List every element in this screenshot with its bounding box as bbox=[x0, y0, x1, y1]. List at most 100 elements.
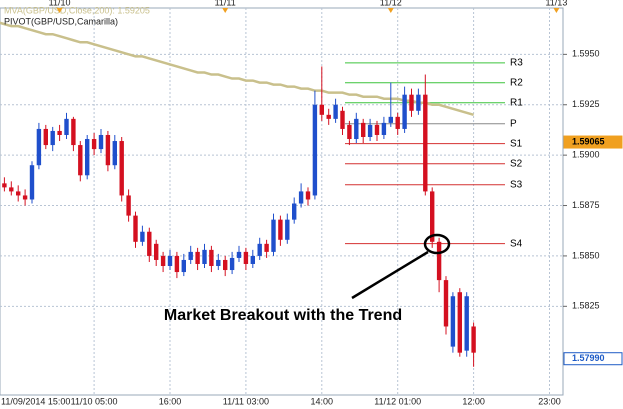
candle-body bbox=[91, 139, 97, 150]
pivot-label: R3 bbox=[510, 57, 523, 68]
candle-body bbox=[216, 259, 221, 266]
pivot-label: S2 bbox=[510, 158, 523, 169]
date-marker bbox=[553, 8, 560, 13]
candle-body bbox=[29, 165, 35, 200]
candle-body bbox=[409, 94, 414, 111]
candle-body bbox=[147, 231, 152, 256]
candle-body bbox=[140, 231, 145, 242]
candle-body bbox=[160, 255, 166, 266]
candle-body bbox=[264, 243, 269, 252]
candle-body bbox=[119, 141, 124, 196]
candle-body bbox=[443, 280, 449, 327]
plot bbox=[0, 8, 563, 395]
mva-line bbox=[0, 21, 474, 117]
candle-body bbox=[298, 191, 304, 204]
candle-body bbox=[57, 130, 62, 135]
candle-body bbox=[333, 104, 338, 119]
candle-body bbox=[457, 292, 462, 353]
x-tick-label: 23:00 bbox=[538, 396, 561, 406]
candle-body bbox=[64, 118, 69, 135]
price-tag-label: 1.57990 bbox=[572, 353, 605, 363]
annotation-circle bbox=[423, 233, 451, 255]
candle-body bbox=[36, 128, 42, 166]
candle-body bbox=[181, 259, 186, 273]
y-tick-label: 1.5925 bbox=[572, 99, 600, 109]
candle-body bbox=[271, 219, 276, 252]
candle-body bbox=[50, 130, 55, 146]
date-label: 11/10 bbox=[49, 0, 71, 7]
candle-body bbox=[223, 259, 228, 271]
candle-body bbox=[354, 118, 359, 140]
x-tick-label: 11/11 03:00 bbox=[223, 396, 269, 406]
date-label: 11/13 bbox=[545, 0, 567, 7]
candle-body bbox=[236, 251, 242, 258]
candle-body bbox=[154, 243, 159, 260]
candle-body bbox=[257, 243, 262, 256]
x-tick-label: 12:00 bbox=[462, 396, 485, 406]
candle-body bbox=[2, 183, 7, 188]
pivot-label: S3 bbox=[510, 179, 523, 190]
y-tick-label: 1.5900 bbox=[572, 150, 600, 160]
candle-body bbox=[381, 122, 387, 135]
x-tick-label: 11/10 05:00 bbox=[71, 396, 118, 406]
date-marker bbox=[222, 8, 229, 13]
candle-body bbox=[361, 122, 366, 137]
candle-body bbox=[312, 104, 318, 196]
candle-body bbox=[278, 219, 283, 240]
candle-body bbox=[347, 124, 352, 140]
candle-body bbox=[195, 251, 200, 264]
candle-body bbox=[188, 251, 193, 260]
pivot-legend: PIVOT(GBP/USD,Camarilla) bbox=[4, 16, 118, 26]
y-tick-label: 1.5850 bbox=[572, 250, 600, 260]
mva-legend: MVA(GBP/USD,Close,200): 1.59205 bbox=[4, 5, 150, 15]
candle-body bbox=[388, 116, 393, 123]
date-marker bbox=[387, 8, 394, 13]
candle-body bbox=[471, 326, 476, 353]
pivot-label: R2 bbox=[510, 77, 523, 88]
price-tag bbox=[563, 352, 623, 366]
pivot-label: P bbox=[510, 118, 517, 129]
pivot-label: S1 bbox=[510, 138, 523, 149]
annotation: Market Breakout with the Trend bbox=[164, 307, 402, 324]
candle-body bbox=[250, 255, 255, 264]
x-tick-label: 16:00 bbox=[159, 396, 182, 406]
candle-body bbox=[43, 128, 48, 146]
candle-body bbox=[305, 191, 311, 200]
y-tick-label: 1.5825 bbox=[572, 301, 600, 311]
candle-body bbox=[340, 110, 345, 129]
candle-body bbox=[16, 191, 21, 196]
candle-body bbox=[98, 134, 104, 150]
candle-body bbox=[367, 124, 373, 137]
candle-body bbox=[416, 94, 421, 111]
candle-body bbox=[402, 94, 407, 129]
candle-body bbox=[374, 124, 380, 135]
candle-body bbox=[430, 191, 435, 242]
pivot-label: S4 bbox=[510, 238, 523, 249]
candle-body bbox=[22, 195, 28, 200]
y-tick-label: 1.5950 bbox=[572, 49, 600, 59]
candle-body bbox=[423, 94, 428, 192]
candle-body bbox=[105, 134, 111, 166]
candle-body bbox=[9, 187, 14, 192]
candle-body bbox=[229, 257, 235, 271]
y-tick-label: 1.5875 bbox=[572, 200, 600, 210]
candle-body bbox=[78, 145, 83, 176]
candle-body bbox=[319, 104, 324, 115]
x-tick-label: 14:00 bbox=[311, 396, 334, 406]
candle-body bbox=[133, 215, 138, 242]
candle-body bbox=[292, 203, 297, 220]
candle-body bbox=[85, 139, 90, 176]
candle-body bbox=[209, 249, 214, 266]
candle-body bbox=[464, 296, 469, 351]
candle-body bbox=[71, 118, 76, 146]
candle-body bbox=[450, 296, 456, 347]
plot-area bbox=[0, 7, 564, 396]
pivot-label: R1 bbox=[510, 97, 523, 108]
candle-body bbox=[326, 114, 331, 119]
candle-body bbox=[395, 116, 400, 129]
candle-body bbox=[285, 219, 290, 240]
date-label: 11/12 bbox=[380, 0, 402, 7]
x-tick-label: 11/09/2014 15:00 bbox=[1, 396, 70, 406]
